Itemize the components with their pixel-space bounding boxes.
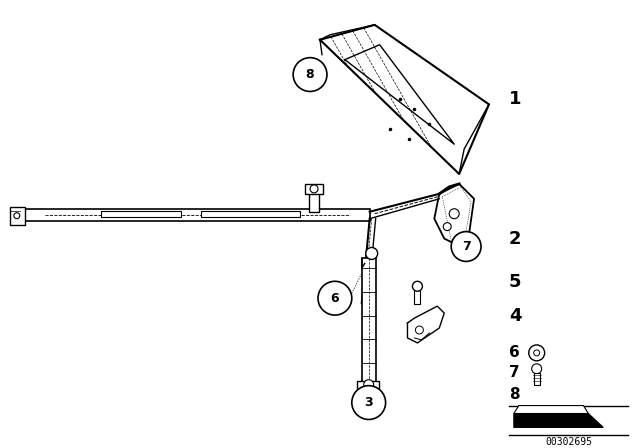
Bar <box>101 211 181 217</box>
Circle shape <box>364 380 374 390</box>
Circle shape <box>529 345 545 361</box>
Text: 7: 7 <box>461 240 470 253</box>
Polygon shape <box>514 414 604 427</box>
Polygon shape <box>514 405 588 414</box>
Text: 7: 7 <box>509 365 520 380</box>
Bar <box>305 184 323 194</box>
Text: 2: 2 <box>509 229 522 248</box>
Bar <box>10 207 25 224</box>
Text: 6: 6 <box>331 292 339 305</box>
Text: 8: 8 <box>306 68 314 81</box>
Circle shape <box>534 350 540 356</box>
Circle shape <box>451 232 481 262</box>
Bar <box>201 211 300 217</box>
Text: 5: 5 <box>509 273 522 291</box>
Circle shape <box>532 364 541 374</box>
Bar <box>362 258 376 383</box>
Text: 3: 3 <box>364 396 373 409</box>
Circle shape <box>415 326 424 334</box>
Circle shape <box>310 185 318 193</box>
Circle shape <box>412 281 422 291</box>
Text: 6: 6 <box>509 345 520 360</box>
Circle shape <box>449 209 459 219</box>
Bar <box>356 381 379 389</box>
Text: 1: 1 <box>509 90 522 108</box>
Text: 00302695: 00302695 <box>545 437 592 448</box>
Bar <box>534 373 540 385</box>
Circle shape <box>444 223 451 231</box>
Circle shape <box>365 247 378 259</box>
Bar <box>20 209 370 221</box>
Circle shape <box>318 281 352 315</box>
Circle shape <box>293 58 327 91</box>
Bar <box>309 192 319 212</box>
Bar <box>415 290 420 304</box>
Circle shape <box>352 386 386 419</box>
Circle shape <box>14 213 20 219</box>
Text: 8: 8 <box>509 387 520 402</box>
Text: 4: 4 <box>509 307 522 325</box>
